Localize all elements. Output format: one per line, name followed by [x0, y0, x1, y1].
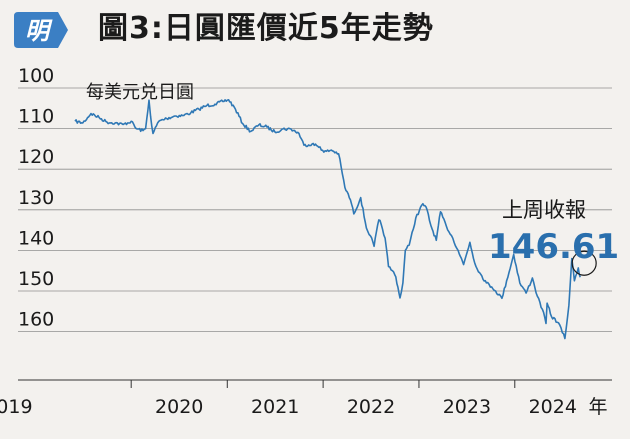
gridlines: [18, 87, 612, 333]
y-tick-label: 150: [18, 268, 54, 290]
x-tick-label: 2021: [251, 396, 299, 418]
y-axis-label: 每美元兑日圓: [86, 82, 194, 103]
page-title: 圖3:日圓匯價近5年走勢: [98, 11, 434, 46]
y-tick-label: 110: [18, 106, 54, 128]
latest-value-marker: [571, 250, 597, 276]
y-tick-label: 160: [18, 309, 54, 331]
y-tick-label: 140: [18, 227, 54, 249]
usd-jpy-line: [74, 99, 581, 340]
header: 明 圖3:日圓匯價近5年走勢: [0, 0, 630, 58]
y-tick-labels: 100 110 120 130 140 150 160: [18, 65, 54, 331]
y-tick-label: 130: [18, 187, 54, 209]
x-unit-label: 年: [588, 396, 607, 418]
callout-label: 上周收報: [502, 198, 586, 222]
callout-value: 146.61: [488, 227, 619, 267]
newspaper-logo: 明: [14, 12, 68, 48]
y-tick-label: 100: [18, 65, 54, 87]
x-tick-label: 2022: [347, 396, 395, 418]
y-tick-label: 120: [18, 146, 54, 168]
x-tick-label: 2020: [155, 396, 203, 418]
logo-text: 明: [25, 16, 53, 45]
x-tick-label: 2024: [529, 396, 577, 418]
x-tick-label: 2019: [0, 396, 33, 418]
x-axis: 2019 2020 2021 2022 2023 2024 年: [0, 379, 612, 418]
logo-badge-shape: [14, 12, 68, 48]
chart-area: 100 110 120 130 140 150 160 每美元兑日圓 2019 2020 202…: [0, 65, 619, 418]
x-tick-label: 2023: [443, 396, 491, 418]
